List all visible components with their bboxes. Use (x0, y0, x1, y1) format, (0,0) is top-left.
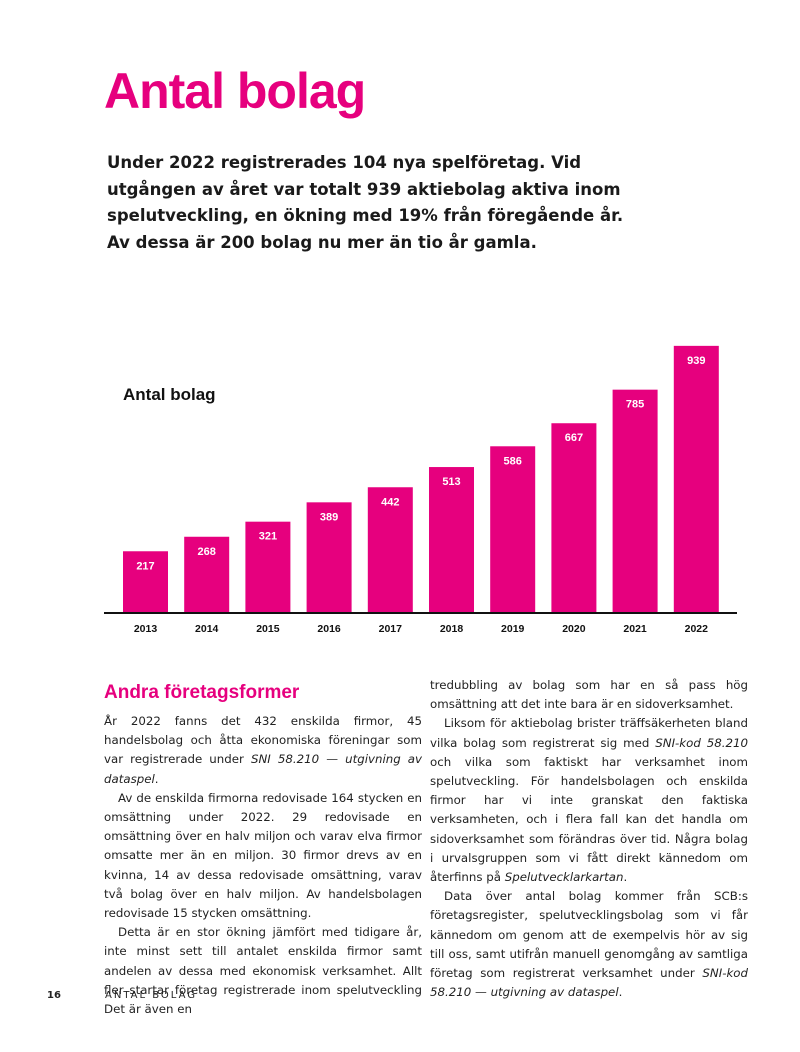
bar-2015 (245, 521, 291, 613)
bar-2020 (551, 423, 597, 613)
page-footer: 16 ANTAL BOLAG (47, 990, 195, 1001)
x-tick-label: 2019 (501, 623, 525, 635)
bar-2013 (123, 551, 168, 613)
bar-value-label: 217 (136, 560, 154, 572)
text-column-right: tredubbling av bolag som har en så pass … (430, 676, 748, 1002)
bar-chart: Antal bolag 217 268 321 389 442 513 586 667 785 9… (104, 345, 737, 635)
bar-2016 (306, 502, 352, 613)
paragraph: Detta är en stor ökning jämfört med tidi… (104, 925, 422, 1017)
bar-value-label: 389 (320, 511, 338, 523)
chart-title: Antal bolag (123, 385, 216, 404)
section-heading: Andra företagsformer (104, 682, 300, 703)
bar-value-label: 939 (687, 355, 705, 367)
x-tick-label: 2017 (379, 623, 403, 635)
bar-value-label: 321 (259, 531, 277, 543)
bar-2021 (612, 389, 658, 613)
paragraph: Data över antal bolag kommer från SCB:s … (430, 889, 748, 1000)
bar-value-label: 442 (381, 496, 399, 508)
bar-2017 (367, 487, 413, 613)
paragraph: Av de enskilda firmorna redovisade 164 s… (104, 790, 422, 921)
page-title: Antal bolag (104, 63, 366, 119)
bar-2019 (490, 446, 536, 613)
x-tick-label: 2018 (440, 623, 464, 635)
x-tick-label: 2021 (623, 623, 647, 635)
running-section-name: ANTAL BOLAG (105, 990, 198, 1001)
paragraph: Liksom för aktiebolag brister träffsäker… (430, 716, 748, 885)
bar-value-label: 268 (198, 546, 216, 558)
x-tick-label: 2022 (685, 623, 709, 635)
paragraph: tredubbling av bolag som har en så pass … (430, 678, 748, 712)
bar-2018 (429, 467, 474, 613)
bar-value-label: 667 (565, 432, 583, 444)
text-column-left: Andra företagsformer År 2022 fanns det 4… (104, 676, 422, 1019)
lead-paragraph: Under 2022 registrerades 104 nya spelför… (107, 153, 624, 252)
bar-2022 (673, 345, 719, 613)
x-tick-label: 2013 (134, 623, 158, 635)
paragraph: År 2022 fanns det 432 enskilda firmor, 4… (104, 714, 422, 786)
bar-value-label: 513 (442, 476, 460, 488)
bar-value-label: 586 (504, 455, 522, 467)
x-tick-label: 2020 (562, 623, 586, 635)
page-number: 16 (47, 990, 61, 1001)
x-tick-label: 2014 (195, 623, 219, 635)
bar-2014 (184, 536, 230, 613)
x-tick-label: 2016 (317, 623, 341, 635)
bar-value-label: 785 (626, 399, 644, 411)
x-tick-label: 2015 (256, 623, 280, 635)
